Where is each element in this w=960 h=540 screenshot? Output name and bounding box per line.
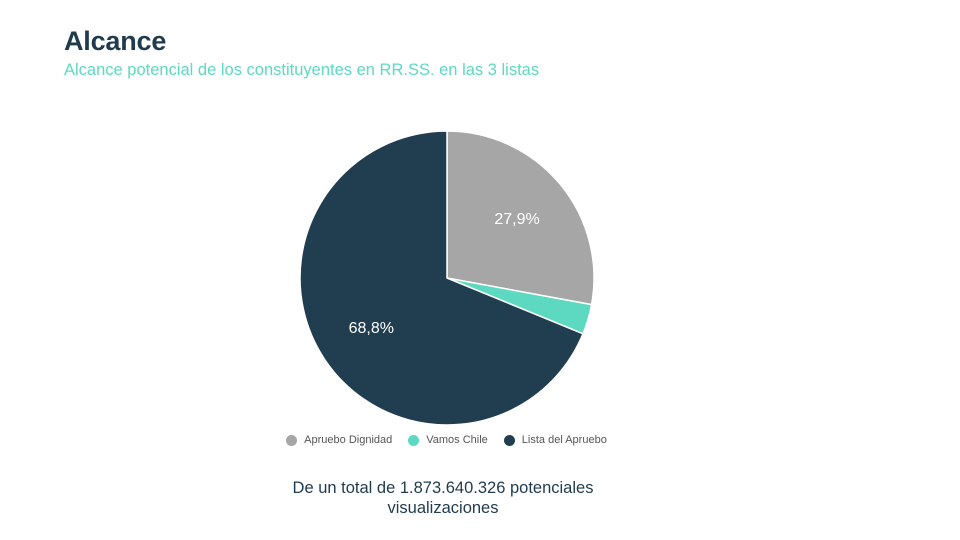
legend-swatch [286,434,298,446]
legend-item-apruebo-dignidad: Apruebo Dignidad [286,434,392,446]
total-views-note: De un total de 1.873.640.326 potenciales… [243,478,643,518]
legend-item-lista-del-apruebo: Lista del Apruebo [503,434,607,446]
slice-label-lista-del-apruebo: 68,8% [349,320,394,337]
chart-legend: Apruebo Dignidad Vamos Chile Lista del Apr… [0,434,893,446]
legend-label: Apruebo Dignidad [304,434,393,446]
legend-label: Vamos Chile [426,434,488,446]
legend-swatch [408,434,420,446]
legend-label: Lista del Apruebo [521,434,607,446]
legend-item-vamos-chile: Vamos Chile [408,434,488,446]
total-views-note-line1: De un total de 1.873.640.326 potenciales [292,479,594,497]
page-subtitle: Alcance potencial de los constituyentes … [64,61,540,79]
pie-slice-lista-del-apruebo [299,130,584,426]
total-views-note-line2: visualizaciones [387,499,499,517]
page-title: Alcance [64,26,167,56]
legend-swatch [503,434,515,446]
pie-slice-apruebo-dignidad [446,130,595,306]
pie-chart: 27,9% 68,8% [299,130,595,426]
slice-label-apruebo-dignidad: 27,9% [494,211,539,228]
